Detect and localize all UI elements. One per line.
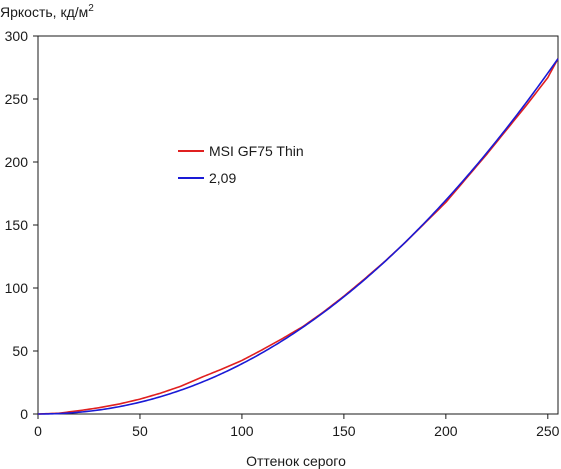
y-tick-label: 300 — [5, 28, 29, 44]
x-tick-label: 150 — [332, 423, 356, 439]
x-tick-label: 250 — [536, 423, 560, 439]
y-axis-title-superscript: 2 — [88, 3, 94, 14]
x-tick-label: 0 — [34, 423, 42, 439]
legend-label: 2,09 — [209, 170, 236, 186]
legend: MSI GF75 Thin 2,09 — [178, 143, 304, 186]
y-tick-label: 200 — [5, 154, 29, 170]
y-axis-title: Яркость, кд/м2 — [0, 3, 94, 20]
series-lines — [37, 58, 559, 415]
y-tick-label: 250 — [5, 91, 29, 107]
axes: 0 50 100 150 200 250 0 50 100 150 200 250 300 — [5, 28, 560, 439]
x-tick-label: 200 — [434, 423, 458, 439]
plot-frame — [37, 35, 559, 415]
y-axis-title-text: Яркость, кд/м — [0, 4, 88, 20]
y-tick-label: 100 — [5, 280, 29, 296]
y-tick-label: 50 — [12, 343, 28, 359]
series-line-msi-gf75-thin — [37, 58, 559, 415]
x-axis-title: Оттенок серого — [246, 453, 346, 469]
x-tick-label: 100 — [230, 423, 254, 439]
legend-label: MSI GF75 Thin — [209, 143, 304, 159]
series-line-gamma-2-09 — [38, 58, 559, 415]
x-tick-label: 50 — [132, 423, 148, 439]
y-tick-label: 0 — [20, 406, 28, 422]
y-tick-label: 150 — [5, 217, 29, 233]
